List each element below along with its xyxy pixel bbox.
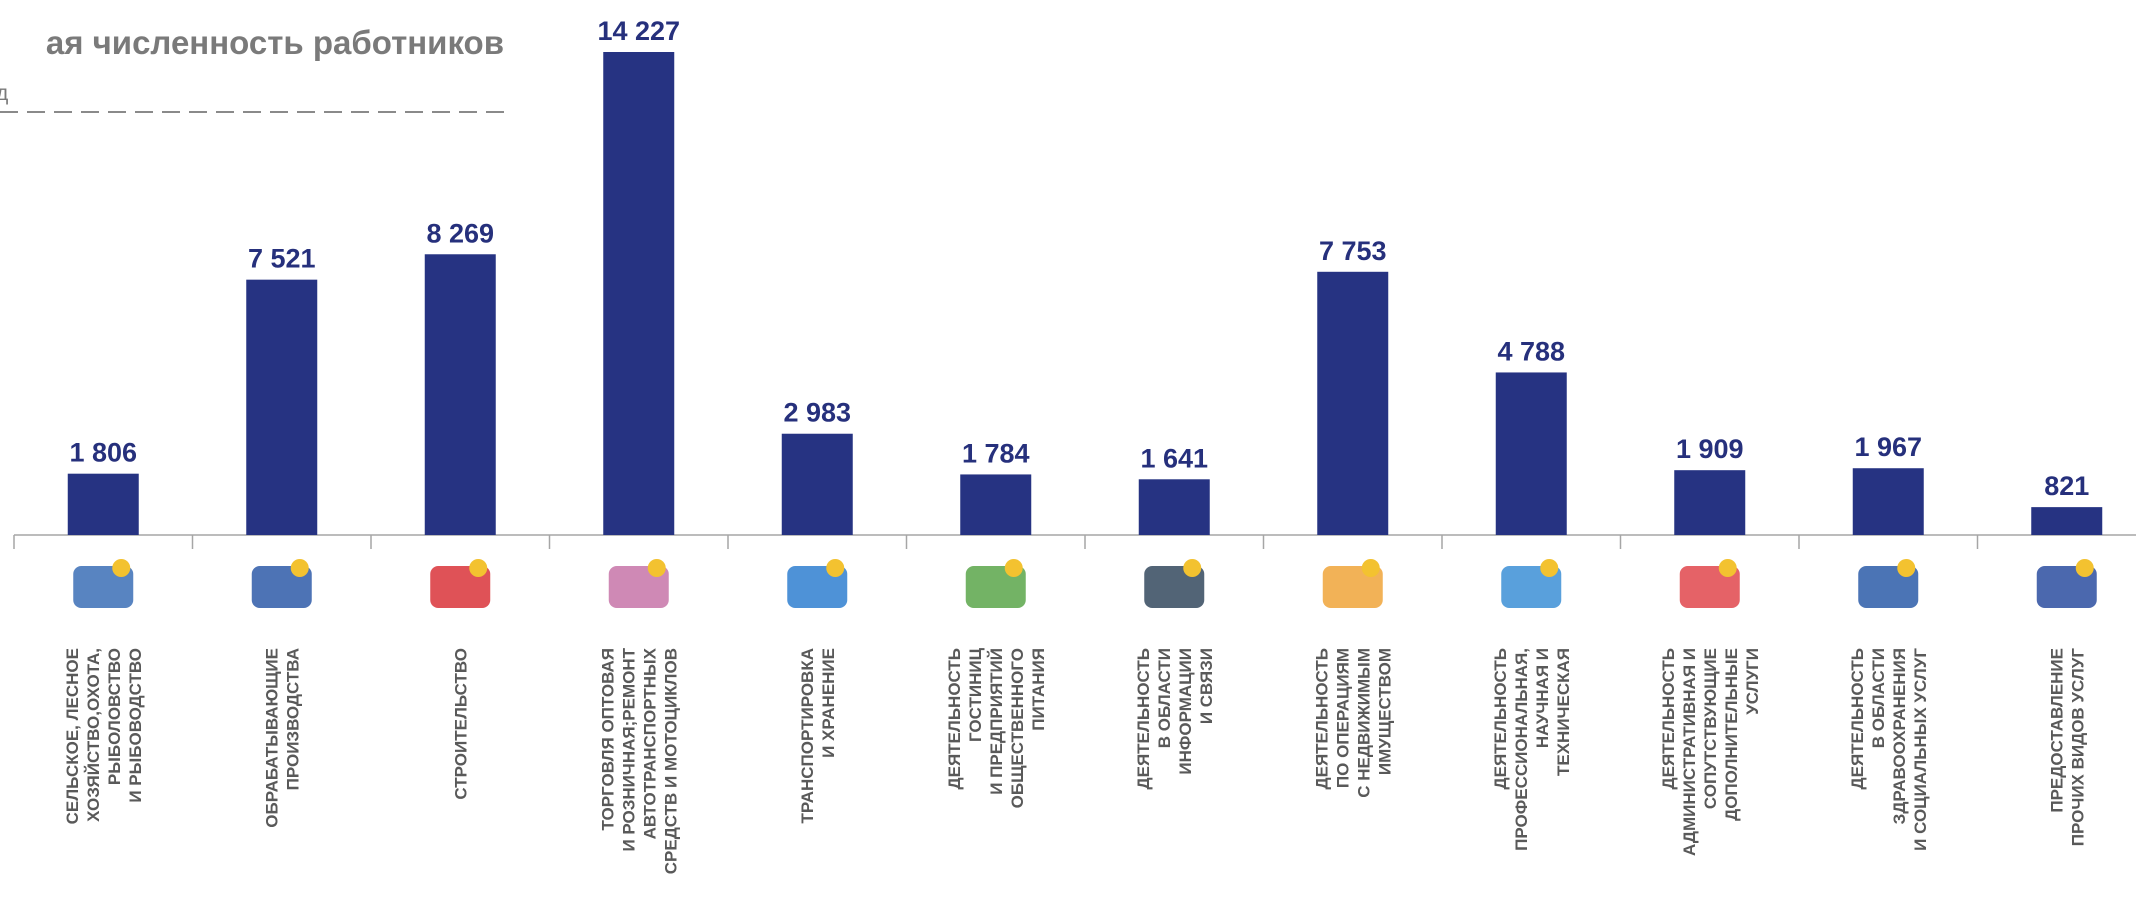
bar xyxy=(1853,468,1924,535)
value-label: 7 753 xyxy=(1319,236,1387,266)
category-icon xyxy=(1501,559,1561,608)
bar xyxy=(1317,272,1388,535)
icon-shape xyxy=(112,559,130,577)
value-label: 2 983 xyxy=(783,398,851,428)
bar xyxy=(1139,479,1210,535)
bar xyxy=(425,254,496,535)
category-icon xyxy=(1858,559,1918,608)
category-icon xyxy=(966,559,1026,608)
icon-shape xyxy=(826,559,844,577)
value-label: 8 269 xyxy=(426,218,494,248)
category-icon xyxy=(1680,559,1740,608)
chart-subtitle: д xyxy=(0,82,8,105)
bar xyxy=(246,280,317,535)
bar xyxy=(603,52,674,535)
bar xyxy=(960,474,1031,535)
icon-shape xyxy=(2076,559,2094,577)
category-icon xyxy=(73,559,133,608)
category-icon xyxy=(609,559,669,608)
icon-shape xyxy=(1183,559,1201,577)
bar xyxy=(1674,470,1745,535)
value-label: 821 xyxy=(2044,471,2089,501)
bar xyxy=(2031,507,2102,535)
category-icon xyxy=(787,559,847,608)
value-label: 1 967 xyxy=(1854,432,1922,462)
value-label: 1 641 xyxy=(1140,443,1208,473)
icon-shape xyxy=(1719,559,1737,577)
icon-shape xyxy=(1897,559,1915,577)
bar xyxy=(1496,372,1567,535)
icon-shape xyxy=(1362,559,1380,577)
category-icon xyxy=(252,559,312,608)
category-icon xyxy=(1323,559,1383,608)
value-label: 1 909 xyxy=(1676,434,1744,464)
icon-shape xyxy=(469,559,487,577)
icon-shape xyxy=(1540,559,1558,577)
chart-title: ая численность работников xyxy=(46,24,504,61)
bar xyxy=(782,434,853,535)
icon-shape xyxy=(648,559,666,577)
chart: ая численность работников д 1 806 СЕЛЬСКО… xyxy=(0,0,2136,898)
category-icon xyxy=(430,559,490,608)
category-icon xyxy=(2037,559,2097,608)
value-label: 1 784 xyxy=(962,438,1030,468)
category-label: СТРОИТЕЛЬСТВО xyxy=(451,648,470,800)
icon-shape xyxy=(291,559,309,577)
bar xyxy=(68,474,139,535)
category-icon xyxy=(1144,559,1204,608)
value-label: 4 788 xyxy=(1497,336,1565,366)
icon-shape xyxy=(1005,559,1023,577)
value-label: 14 227 xyxy=(597,16,680,46)
value-label: 1 806 xyxy=(69,438,137,468)
value-label: 7 521 xyxy=(248,244,316,274)
